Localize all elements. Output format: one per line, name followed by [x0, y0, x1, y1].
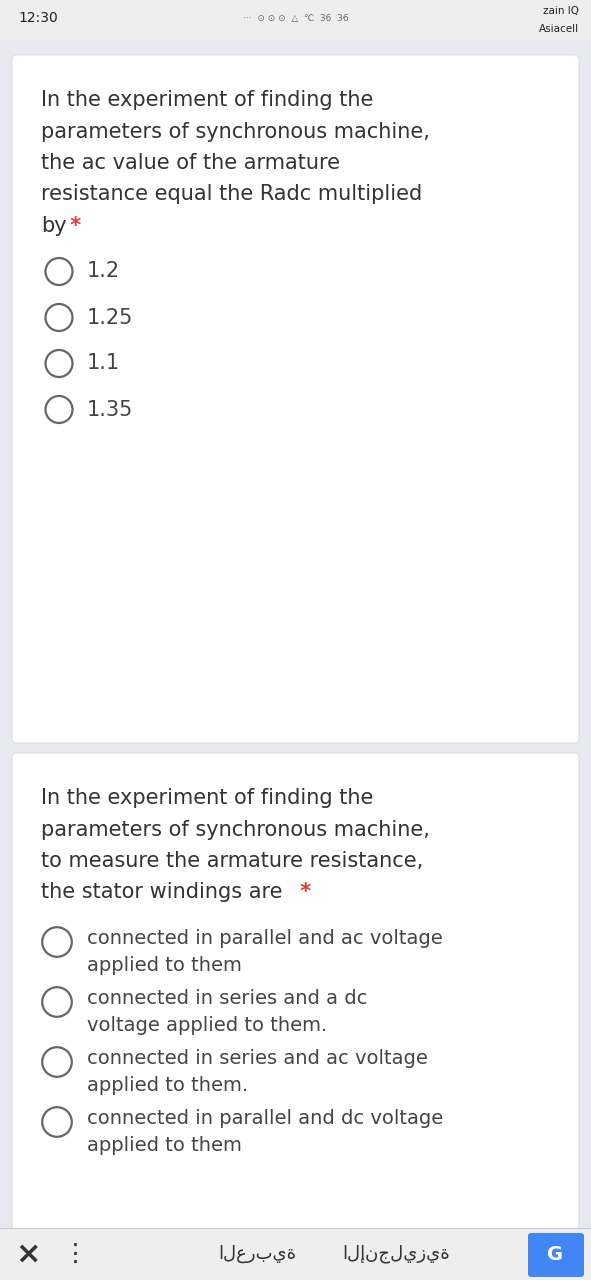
Text: G: G [547, 1244, 564, 1263]
Text: applied to them: applied to them [87, 956, 242, 975]
Text: 1.1: 1.1 [87, 353, 120, 374]
Text: by: by [41, 216, 67, 236]
Text: 1.35: 1.35 [87, 399, 134, 420]
Text: the stator windings are: the stator windings are [41, 882, 282, 902]
FancyBboxPatch shape [528, 1233, 584, 1277]
Text: *: * [63, 216, 81, 236]
Text: the ac value of the armature: the ac value of the armature [41, 154, 340, 173]
Text: 12:30: 12:30 [18, 12, 58, 26]
Text: 1.2: 1.2 [87, 261, 120, 282]
Text: voltage applied to them.: voltage applied to them. [87, 1016, 327, 1036]
Text: connected in series and a dc: connected in series and a dc [87, 989, 368, 1009]
Text: zain IQ: zain IQ [543, 6, 579, 17]
Text: connected in parallel and ac voltage: connected in parallel and ac voltage [87, 929, 443, 948]
Text: to measure the armature resistance,: to measure the armature resistance, [41, 851, 423, 870]
Text: In the experiment of finding the: In the experiment of finding the [41, 788, 374, 808]
Text: applied to them.: applied to them. [87, 1076, 248, 1094]
Text: In the experiment of finding the: In the experiment of finding the [41, 90, 374, 110]
Text: الإنجليزية: الإنجليزية [342, 1244, 450, 1263]
Text: ···  ⊙ ⊙ ⊙  △  ℃  36  36: ··· ⊙ ⊙ ⊙ △ ℃ 36 36 [243, 14, 348, 23]
Text: ×: × [15, 1239, 41, 1268]
Text: connected in parallel and dc voltage: connected in parallel and dc voltage [87, 1108, 443, 1128]
Text: connected in series and ac voltage: connected in series and ac voltage [87, 1050, 428, 1068]
FancyBboxPatch shape [12, 55, 579, 742]
Text: parameters of synchronous machine,: parameters of synchronous machine, [41, 819, 430, 840]
Text: 1.25: 1.25 [87, 307, 134, 328]
Text: parameters of synchronous machine,: parameters of synchronous machine, [41, 122, 430, 142]
Text: applied to them: applied to them [87, 1137, 242, 1155]
Text: Asiacell: Asiacell [539, 24, 579, 33]
Text: العربية: العربية [218, 1245, 296, 1263]
Text: ⋮: ⋮ [63, 1242, 87, 1266]
FancyBboxPatch shape [0, 0, 591, 40]
FancyBboxPatch shape [12, 753, 579, 1230]
FancyBboxPatch shape [0, 1228, 591, 1280]
Text: *: * [293, 882, 311, 902]
Text: resistance equal the Radc multiplied: resistance equal the Radc multiplied [41, 184, 422, 205]
